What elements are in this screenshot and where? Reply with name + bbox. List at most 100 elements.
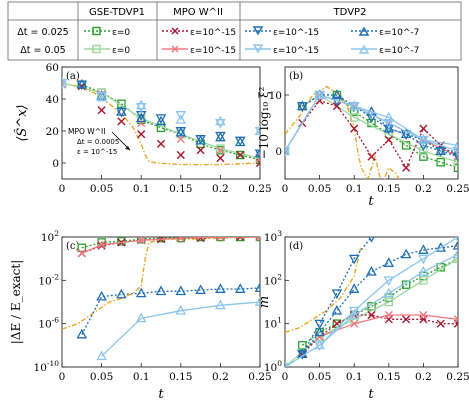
x-tick-label: 0.1 [346, 183, 363, 195]
panel-a-ylabel: ⟨Ŝ^x⟩ [13, 104, 30, 141]
marker-gse_0025 [401, 141, 411, 150]
marker-gse_0025 [136, 237, 146, 244]
y-tick-label: 10 [269, 90, 282, 102]
marker-mpo_0025 [367, 152, 376, 161]
marker-gse_005 [285, 146, 290, 156]
legend-marker-mpo-005 [171, 45, 179, 53]
marker-tdvp_0025_b [215, 131, 226, 142]
marker-gse_0025 [419, 152, 428, 161]
x-tick-label: 0.1 [133, 183, 150, 195]
legend-entry-mpo-005: ε=10^-15 [190, 46, 236, 56]
x-tick-label: 0.05 [90, 371, 113, 383]
marker-tdvp_0025_b [234, 283, 246, 293]
marker-tdvp_005_b [254, 125, 260, 135]
marker-tdvp_0025_b [155, 285, 167, 296]
marker-gse_0025 [77, 243, 87, 253]
marker-tdvp_0025_b [331, 89, 343, 99]
marker-gse_0025 [349, 107, 359, 117]
marker-gse_0025 [453, 163, 458, 173]
series-line-tdvp_0025_b [81, 287, 260, 335]
marker-gse_005 [255, 153, 260, 163]
marker-tdvp_005_b [452, 139, 458, 150]
marker-tdvp_0025_b [175, 126, 187, 137]
y-tick-label: 103 [264, 229, 282, 244]
marker-tdvp_0025_b [254, 147, 260, 158]
marker-mpo_0025 [97, 106, 106, 115]
x-tick-label: 0.15 [169, 371, 192, 383]
x-tick-label: 0.2 [415, 371, 432, 383]
marker-mpo_0025 [436, 319, 445, 328]
panel-c-ticks: 0 0.05 0.1 0.15 0.2 0.25 10-10 10-6 10-2 102 [34, 229, 272, 383]
legend-entry-gse-005: ε=0 [112, 46, 130, 56]
x-tick-label: 0 [282, 371, 289, 383]
marker-tdvp_0025_a [348, 254, 360, 265]
legend-marker-tdvp-005-b [358, 44, 370, 54]
x-tick-label: 0.25 [446, 371, 469, 383]
marker-tdvp_0025_b [400, 128, 412, 139]
marker-tdvp_0025_b [155, 115, 167, 126]
marker-mpo_005 [77, 249, 86, 258]
series-line-mpo_0025 [301, 314, 458, 355]
marker-tdvp_0025_b [135, 112, 147, 123]
marker-tdvp_005_a [175, 111, 187, 121]
series-line-mpo_0025 [301, 99, 458, 170]
marker-tdvp_0025_b [452, 239, 458, 250]
panel-label-d: (d) [289, 241, 303, 252]
marker-mpo_0025 [402, 163, 411, 172]
marker-gse_0025 [367, 118, 376, 128]
marker-mpo_005 [137, 118, 146, 128]
panel-c-xlabel: t [158, 387, 164, 402]
x-tick-label: 0.1 [133, 371, 150, 383]
x-tick-label: 0.2 [415, 183, 432, 195]
marker-tdvp_0025_a [155, 114, 167, 124]
y-tick-label: 102 [264, 272, 282, 287]
marker-gse_005 [384, 129, 394, 139]
marker-mpo_005 [285, 146, 290, 156]
marker-gse_0025 [216, 237, 225, 242]
legend-frame [7, 1, 462, 61]
marker-gse_005 [384, 297, 394, 307]
marker-gse_0025 [436, 157, 445, 167]
x-tick-label: 0 [282, 183, 289, 195]
legend-marker-gse-005 [92, 44, 101, 54]
series-line-gse_005 [285, 94, 458, 163]
marker-mpo_005 [216, 146, 225, 155]
marker-gse_0025 [235, 237, 245, 242]
series-line-gse_0025 [301, 258, 458, 346]
panel-b-plot [285, 85, 458, 179]
marker-mpo_005 [97, 240, 106, 249]
marker-tdvp_0025_b [195, 134, 206, 145]
marker-gse_005 [419, 146, 428, 156]
panel-label-b: (b) [289, 71, 303, 82]
y-tick-label: 10-10 [34, 359, 60, 374]
y-tick-label: 40 [46, 94, 59, 106]
panel-d-plot [285, 237, 458, 367]
marker-tdvp_005_a [383, 119, 395, 129]
x-tick-label: 0.2 [212, 183, 229, 195]
marker-tdvp_005_b [62, 77, 68, 87]
marker-tdvp_0025_b [348, 283, 360, 293]
marker-tdvp_005_a [135, 103, 147, 113]
marker-mpo_0025 [196, 146, 205, 155]
x-tick-label: 0.1 [346, 371, 363, 383]
x-tick-label: 0.2 [212, 371, 229, 383]
marker-mpo_005 [453, 315, 458, 324]
legend-entry-mpo-0025: ε=10^-15 [190, 28, 236, 38]
marker-gse_0025 [298, 341, 307, 350]
panel-d-ylabel: m [257, 296, 272, 308]
marker-gse_0025 [156, 237, 166, 243]
annotation-line: MPO W^II [68, 127, 105, 136]
series-line-tdvp_005_b [319, 253, 458, 346]
marker-gse_005 [349, 113, 359, 122]
x-tick-label: 0 [59, 183, 66, 195]
marker-mpo_0025 [402, 315, 411, 324]
panel-a-frame [61, 66, 261, 180]
marker-mpo_005 [384, 310, 393, 320]
marker-tdvp_0025_b [175, 285, 187, 296]
legend-header-tdvp: TDVP2 [333, 7, 367, 18]
marker-mpo_0025 [176, 150, 185, 160]
marker-tdvp_005_b [215, 115, 226, 126]
marker-tdvp_0025_b [297, 100, 308, 111]
panel-a-plot [62, 77, 260, 168]
annotation-arrowhead [125, 146, 130, 150]
